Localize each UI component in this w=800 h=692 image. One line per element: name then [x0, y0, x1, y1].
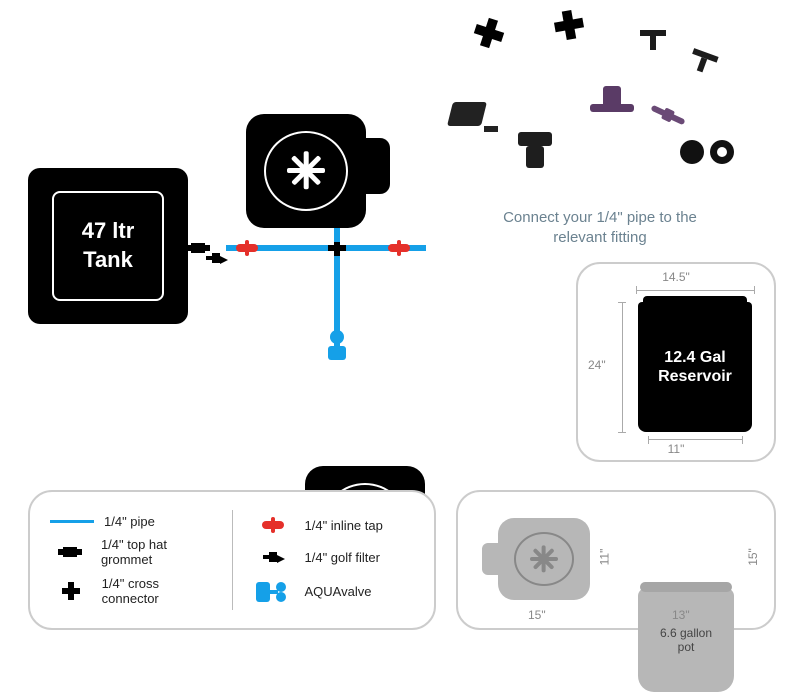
caption-line1: Connect your 1/4" pipe to the	[503, 209, 697, 226]
grommet-icon	[63, 547, 77, 557]
legend-pipe-label: 1/4" pipe	[104, 514, 155, 529]
cross-icon	[62, 582, 80, 600]
inline-tap-left	[236, 244, 258, 252]
cross-fitting-icon	[471, 15, 507, 51]
module-width-label: 15"	[528, 608, 546, 622]
tank-inner-frame: 47 ltr Tank	[52, 191, 164, 300]
legend-divider	[232, 510, 233, 610]
tap-icon	[262, 521, 284, 529]
legend-aquavalve: AQUAvalve	[251, 582, 415, 602]
reservoir-spec-card: 14.5" 12.4 Gal Reservoir 24" 11"	[576, 262, 776, 462]
aquavalve-unit	[322, 330, 352, 360]
reservoir-shape: 12.4 Gal Reservoir	[638, 302, 752, 432]
fittings-cluster	[440, 12, 750, 212]
tank-label: 47 ltr Tank	[82, 217, 135, 274]
tank-label-line2: Tank	[83, 247, 133, 272]
caption-line2: relevant fitting	[553, 229, 646, 246]
module-height-label: 11"	[597, 549, 611, 566]
legend-cross-label: 1/4" cross connector	[102, 576, 214, 606]
tank: 47 ltr Tank	[28, 168, 188, 324]
legend-filter-label: 1/4" golf filter	[305, 550, 380, 565]
wheel-icon	[264, 131, 348, 211]
legend-cross: 1/4" cross connector	[50, 576, 214, 606]
module-tab	[366, 138, 390, 194]
tee-fitting-icon	[640, 30, 666, 50]
inline-tap-right	[388, 244, 410, 252]
pot-width-label: 13"	[672, 608, 690, 622]
reservoir-label-l1: 12.4 Gal	[664, 349, 725, 366]
reservoir-width-top: 14.5"	[578, 270, 774, 284]
legend-aquavalve-label: AQUAvalve	[305, 584, 372, 599]
sizes-card: 11" 15" 6.6 gallon pot 15" 13"	[456, 490, 776, 630]
golf-filter-photo-icon	[450, 102, 494, 138]
legend-tap-label: 1/4" inline tap	[305, 518, 383, 533]
legend-card: 1/4" pipe 1/4" top hat grommet 1/4" cros…	[28, 490, 436, 630]
legend-grommet: 1/4" top hat grommet	[50, 537, 214, 567]
valve-fitting-icon	[590, 82, 634, 122]
fittings-caption: Connect your 1/4" pipe to the relevant f…	[470, 208, 730, 247]
pot-dimensions: 6.6 gallon pot	[638, 588, 734, 692]
pipe-vertical-down	[334, 256, 340, 336]
aquavalve-icon	[256, 582, 290, 602]
pipe-icon	[50, 520, 94, 523]
legend-grommet-label: 1/4" top hat grommet	[101, 537, 214, 567]
grow-module-top	[246, 114, 366, 228]
legend-filter: 1/4" golf filter	[251, 550, 415, 565]
reservoir-width-bottom: 11"	[578, 442, 774, 456]
barb-fitting-icon	[650, 105, 685, 126]
reservoir-label-l2: Reservoir	[658, 368, 732, 385]
cross-fitting-icon	[552, 8, 585, 41]
filter-icon	[269, 552, 277, 562]
grommet-ring-icon	[710, 140, 734, 164]
reservoir-label: 12.4 Gal Reservoir	[658, 348, 732, 386]
golf-filter-icon	[212, 253, 220, 263]
module-dimensions	[498, 518, 590, 600]
tank-label-line1: 47 ltr	[82, 218, 135, 243]
wheel-grey-icon	[514, 532, 575, 586]
tank-grommet-icon	[191, 243, 205, 253]
aquavalve-photo-icon	[510, 132, 558, 168]
reservoir-height: 24"	[588, 358, 606, 372]
legend-pipe: 1/4" pipe	[50, 514, 214, 529]
pot-height-label: 15"	[746, 548, 760, 566]
legend-tap: 1/4" inline tap	[251, 518, 415, 533]
grommet-photo-icon	[680, 140, 704, 164]
tee-fitting-icon	[687, 48, 718, 76]
